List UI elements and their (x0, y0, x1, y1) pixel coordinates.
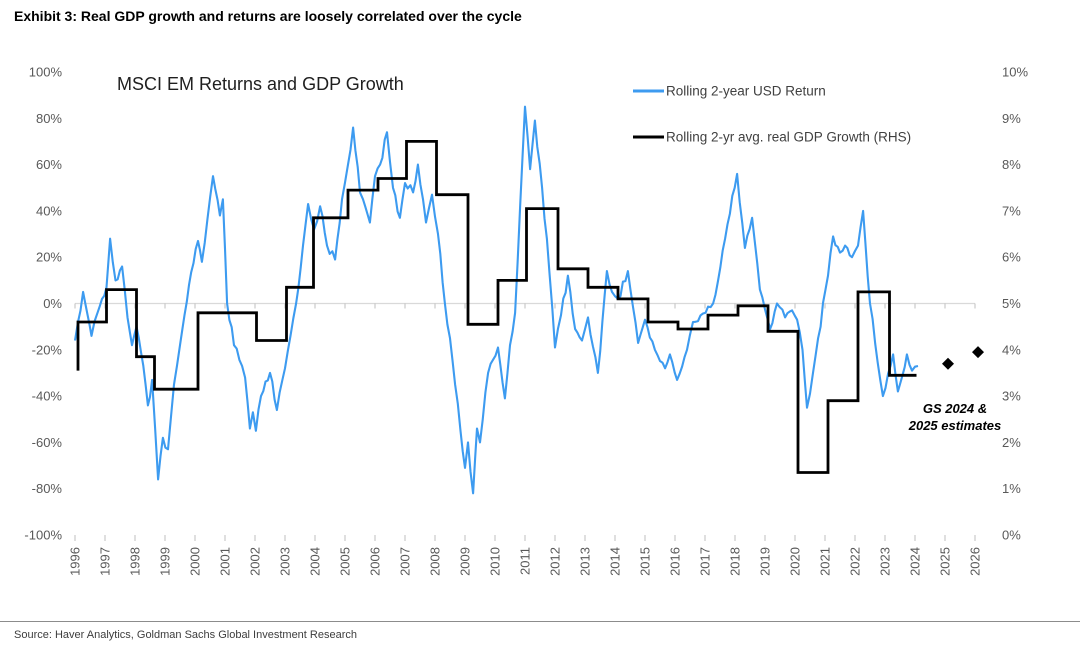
estimate-diamond-marker (942, 357, 954, 370)
y-axis-left-tick-label: 40% (36, 203, 62, 218)
exhibit-title: Exhibit 3: Real GDP growth and returns a… (14, 8, 522, 24)
x-axis-tick-label: 2004 (308, 547, 323, 576)
x-axis-tick-label: 2026 (968, 547, 983, 576)
y-axis-right-tick-label: 5% (1002, 296, 1021, 311)
series-usd-return-line (73, 105, 919, 495)
y-axis-left-tick-label: -100% (24, 528, 62, 543)
legend: Rolling 2-year USD Return Rolling 2-yr a… (633, 84, 911, 145)
x-axis-tick-label: 2025 (938, 547, 953, 576)
x-axis-tick-label: 1996 (68, 547, 83, 576)
y-axis-left-tick-label: 20% (36, 250, 62, 265)
x-axis-tick-label: 2015 (638, 547, 653, 576)
x-axis-tick-label: 2000 (188, 547, 203, 576)
x-axis-tick-label: 2010 (488, 547, 503, 576)
x-axis: 1996 1997 1998 1999 2000 2001 2002 2003 2004 2005… (68, 547, 983, 576)
y-axis-left-tick-label: 80% (36, 111, 62, 126)
x-axis-tick-label: 2005 (338, 547, 353, 576)
y-axis-right-tick-label: 7% (1002, 203, 1021, 218)
x-axis-tick-label: 2019 (758, 547, 773, 576)
legend-label-gdp-growth: Rolling 2-yr avg. real GDP Growth (RHS) (666, 130, 911, 145)
y-axis-right: 10% 9% 8% 7% 6% 5% 4% 3% 2% 1% 0% (1002, 65, 1028, 543)
y-axis-right-tick-label: 0% (1002, 528, 1021, 543)
divider-rule (0, 621, 1080, 622)
y-axis-left-tick-label: -20% (32, 342, 63, 357)
y-axis-right-tick-label: 2% (1002, 435, 1021, 450)
estimates-annotation-line2: 2025 estimates (908, 418, 1002, 433)
source-text: Source: Haver Analytics, Goldman Sachs G… (14, 629, 357, 641)
series-gdp-growth-step-line (76, 140, 917, 474)
x-axis-tick-label: 2023 (878, 547, 893, 576)
x-axis-tick-label: 2018 (728, 547, 743, 576)
x-axis-tick-label: 1999 (158, 547, 173, 576)
y-axis-right-tick-label: 3% (1002, 389, 1021, 404)
chart: MSCI EM Returns and GDP Growth Rolling 2… (24, 65, 1028, 576)
x-axis-tick-label: 2011 (518, 547, 533, 575)
gridlines (74, 302, 976, 541)
x-axis-tick-label: 2006 (368, 547, 383, 576)
y-axis-right-tick-label: 6% (1002, 250, 1021, 265)
chart-title: MSCI EM Returns and GDP Growth (117, 74, 404, 94)
y-axis-left-tick-label: 60% (36, 157, 62, 172)
x-axis-tick-label: 2022 (848, 547, 863, 576)
x-axis-tick-label: 2014 (608, 547, 623, 576)
x-axis-tick-label: 1997 (98, 547, 113, 576)
x-axis-tick-label: 2020 (788, 547, 803, 576)
x-axis-tick-label: 2003 (278, 547, 293, 576)
y-axis-right-tick-label: 10% (1002, 65, 1028, 80)
series-layer (73, 105, 984, 495)
x-axis-tick-label: 2021 (818, 547, 833, 576)
y-axis-left-tick-label: -40% (32, 389, 63, 404)
x-axis-tick-label: 2013 (578, 547, 593, 576)
y-axis-right-tick-label: 1% (1002, 481, 1021, 496)
x-axis-tick-label: 1998 (128, 547, 143, 576)
x-axis-tick-label: 2012 (548, 547, 563, 576)
y-axis-right-tick-label: 8% (1002, 157, 1021, 172)
x-axis-tick-label: 2008 (428, 547, 443, 576)
y-axis-left-tick-label: 100% (29, 65, 63, 80)
x-axis-tick-label: 2024 (908, 547, 923, 576)
y-axis-left-tick-label: -60% (32, 435, 63, 450)
x-axis-tick-label: 2007 (398, 547, 413, 576)
x-axis-tick-label: 2017 (698, 547, 713, 576)
y-axis-left-tick-label: -80% (32, 481, 63, 496)
y-axis-left: 100% 80% 60% 40% 20% 0% -20% -40% -60% -80% -100% (24, 65, 62, 543)
y-axis-right-tick-label: 4% (1002, 342, 1021, 357)
y-axis-left-tick-label: 0% (43, 296, 62, 311)
y-axis-right-tick-label: 9% (1002, 111, 1021, 126)
estimates-annotation-line1: GS 2024 & (923, 401, 987, 416)
x-axis-tick-label: 2002 (248, 547, 263, 576)
x-axis-tick-label: 2009 (458, 547, 473, 576)
legend-label-usd-return: Rolling 2-year USD Return (666, 84, 826, 99)
estimate-diamond-marker (972, 346, 984, 359)
x-axis-tick-label: 2001 (218, 547, 233, 576)
x-axis-tick-label: 2016 (668, 547, 683, 576)
